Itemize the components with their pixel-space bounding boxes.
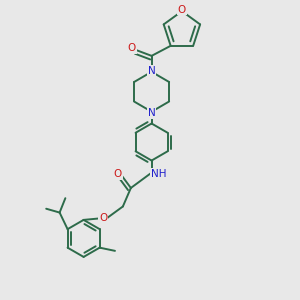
Text: O: O (128, 43, 136, 53)
Text: NH: NH (151, 169, 167, 178)
Text: N: N (148, 65, 155, 76)
Text: O: O (114, 169, 122, 179)
Text: O: O (178, 4, 186, 15)
Text: N: N (148, 108, 155, 118)
Text: O: O (99, 213, 107, 223)
